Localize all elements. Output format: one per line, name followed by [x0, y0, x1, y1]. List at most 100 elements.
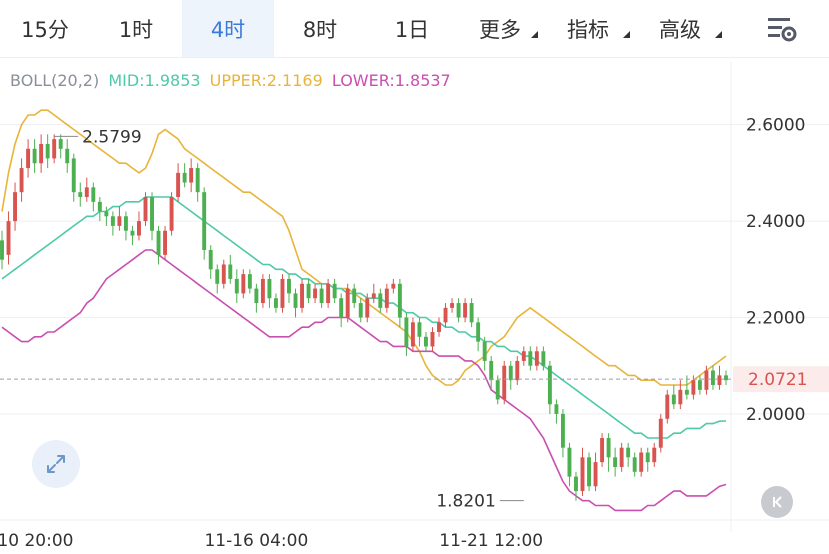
candle-body	[345, 288, 350, 318]
candle-body	[482, 341, 487, 361]
candlestick-chart[interactable]: 2.6000 2.4000 2.2000 2.0000 11-10 20:00 11-16…	[0, 62, 829, 554]
candle-body	[678, 389, 683, 405]
current-price-label: 2.0721	[748, 370, 807, 390]
candle-body	[430, 331, 435, 347]
candle-body	[195, 168, 200, 193]
candle-body	[45, 143, 50, 159]
candle-body	[0, 240, 4, 260]
candle-body	[580, 457, 585, 492]
candle-body	[626, 447, 631, 458]
dropdown-triangle-icon	[715, 31, 722, 38]
candle-body	[6, 221, 11, 255]
boll-upper-line	[1, 109, 727, 386]
candle-body	[521, 351, 526, 361]
candle-body	[463, 303, 468, 318]
candle-body	[104, 211, 109, 217]
tab-1[interactable]: 1时	[90, 0, 182, 57]
candle-body	[221, 264, 226, 284]
chart-settings-icon	[768, 18, 797, 42]
tab-label: 高级	[659, 17, 701, 42]
tab-6[interactable]: 指标	[542, 0, 634, 57]
candle-body	[91, 187, 96, 202]
candle-body	[410, 322, 415, 347]
candle-body	[267, 278, 272, 299]
candle-body	[339, 298, 344, 318]
candle-body	[182, 172, 187, 183]
candle-body	[600, 438, 605, 463]
candle-body	[515, 360, 520, 381]
tab-label: 15分	[21, 17, 69, 42]
candle-body	[78, 192, 83, 197]
candle-body	[443, 307, 448, 323]
candle-body	[704, 370, 709, 390]
x-tick-label: 11-21 12:00	[439, 531, 543, 551]
candle-body	[417, 322, 422, 337]
boll-legend: BOLL(20,2) MID:1.9853 UPPER:2.1169 LOWER…	[10, 71, 455, 90]
candle-body	[574, 476, 578, 492]
candle-body	[97, 201, 102, 212]
candle-body	[560, 413, 565, 448]
candle-body	[143, 196, 148, 222]
tab-label: 4时	[210, 17, 246, 42]
candle-body	[528, 351, 533, 366]
candle-body	[228, 264, 233, 279]
tab-4[interactable]: 1日	[366, 0, 458, 57]
candle-body	[508, 365, 513, 381]
candle-body	[632, 457, 637, 472]
scroll-to-latest-button[interactable]	[761, 486, 793, 518]
candle-body	[313, 288, 318, 299]
candle-body	[567, 447, 572, 477]
jump-to-latest-icon	[773, 496, 782, 508]
candle-body	[234, 278, 239, 294]
candle-body	[456, 303, 461, 318]
candle-body	[619, 447, 624, 467]
candle-body	[495, 380, 500, 400]
candle-body	[65, 148, 70, 164]
y-tick-label: 2.6000	[746, 116, 805, 136]
boll-name: BOLL(20,2)	[10, 71, 100, 90]
candle-body	[397, 283, 402, 318]
candle-body	[358, 303, 363, 318]
candle-body	[13, 192, 18, 222]
candle-body	[587, 457, 591, 487]
candle-body	[671, 394, 676, 405]
tab-2[interactable]: 4时	[182, 0, 274, 57]
fullscreen-button[interactable]	[32, 440, 80, 488]
candle-body	[613, 457, 618, 467]
candle-body	[697, 380, 702, 390]
tab-5[interactable]: 更多	[458, 0, 542, 57]
candle-body	[469, 303, 474, 323]
candle-body	[208, 250, 213, 270]
candle-body	[717, 375, 722, 386]
candle-body	[371, 293, 376, 299]
tab-7[interactable]: 高级	[634, 0, 726, 57]
tab-label: 更多	[479, 17, 521, 42]
candle-body	[273, 298, 278, 308]
candle-body	[123, 216, 128, 231]
candle-body	[39, 143, 44, 164]
timeframe-tabs: 15分 1时 4时 8时 1日 更多 指标 高级	[0, 0, 829, 58]
high-marker-label: 2.5799	[82, 127, 141, 147]
candle-body	[215, 269, 220, 284]
candle-body	[84, 187, 89, 197]
candle-body	[110, 216, 115, 226]
candle-body	[424, 336, 428, 347]
tab-label: 1日	[394, 17, 430, 42]
tab-3[interactable]: 8时	[274, 0, 366, 57]
candle-body	[684, 389, 689, 395]
candle-body	[163, 230, 168, 255]
candle-body	[691, 380, 696, 395]
candle-body	[319, 288, 324, 304]
candle-body	[202, 192, 207, 251]
tab-0[interactable]: 15分	[0, 0, 90, 57]
candle-body	[287, 278, 291, 294]
chart-settings-button[interactable]	[762, 12, 802, 45]
candle-body	[52, 139, 57, 159]
candle-body	[404, 317, 409, 347]
y-tick-label: 2.4000	[746, 212, 805, 232]
candle-body	[710, 370, 715, 386]
candle-body	[300, 283, 304, 308]
low-marker-label: 1.8201	[436, 492, 495, 512]
candle-body	[476, 322, 481, 342]
tab-label: 8时	[302, 17, 338, 42]
